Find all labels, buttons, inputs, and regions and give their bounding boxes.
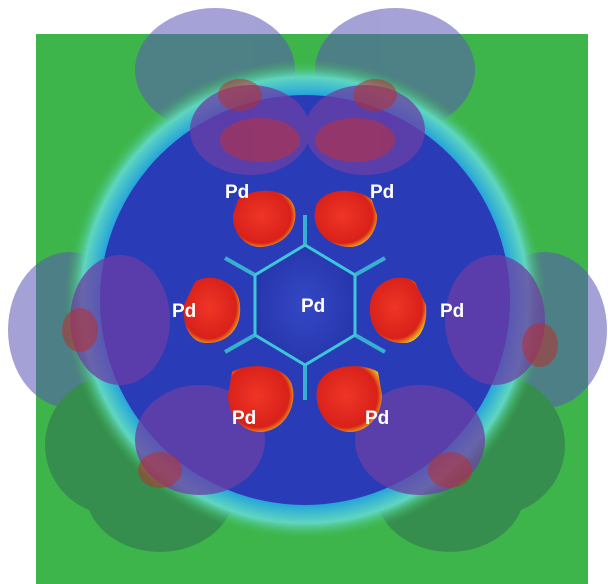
red-lobes (183, 190, 427, 433)
pd-label-upper-left: Pd (225, 182, 249, 203)
pd-label-lower-left: Pd (232, 408, 256, 429)
pd-label-upper-right: Pd (370, 182, 394, 203)
pd-label-mid-right: Pd (440, 301, 464, 322)
cyan-spokes (224, 215, 386, 400)
pd-label-lower-right: Pd (365, 408, 389, 429)
pd-label-center: Pd (301, 296, 325, 317)
red-clusters (62, 79, 558, 488)
pd-label-mid-left: Pd (172, 301, 196, 322)
